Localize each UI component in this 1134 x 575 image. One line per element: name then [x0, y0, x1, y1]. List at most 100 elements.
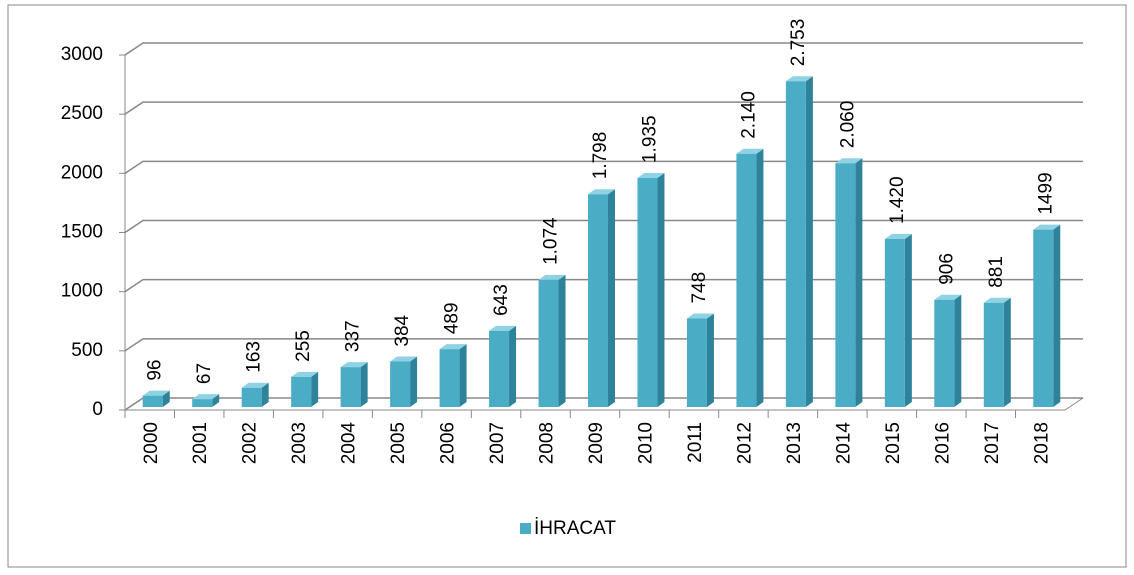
bar-top — [489, 325, 517, 331]
x-tick-label: 2017 — [982, 422, 1003, 464]
bar-side — [509, 325, 517, 407]
bar-side — [410, 356, 418, 407]
bar — [983, 297, 1011, 407]
grid-line — [124, 219, 1083, 234]
bar-top — [340, 362, 368, 368]
value-label: 2.140 — [738, 91, 759, 139]
bar-front — [489, 330, 510, 407]
value-label: 96 — [145, 359, 166, 380]
bar-front — [736, 153, 757, 407]
bar-top — [884, 233, 912, 239]
bar-side — [657, 173, 665, 407]
value-label: 2.753 — [788, 19, 809, 67]
legend-swatch — [520, 523, 531, 534]
bar-front — [538, 279, 559, 407]
bar-top — [934, 294, 962, 300]
grid-line — [124, 42, 1083, 56]
bar-top — [835, 158, 863, 164]
value-label: 643 — [491, 284, 512, 316]
bar-front — [785, 81, 806, 407]
bar — [884, 233, 912, 407]
bar-side — [1053, 224, 1061, 407]
y-tick-label: 0 — [92, 399, 103, 420]
bar-side — [1003, 297, 1011, 407]
bar-front — [983, 302, 1004, 407]
bar-top — [291, 371, 319, 377]
x-tick-label: 2015 — [883, 422, 904, 464]
grid-line — [124, 278, 1083, 293]
bar-front — [142, 395, 163, 407]
chart-border — [7, 4, 1127, 568]
y-tick-label: 3000 — [61, 44, 103, 65]
legend-label: İHRACAT — [534, 518, 616, 539]
bar-top — [588, 189, 615, 195]
bar-top — [736, 148, 764, 154]
x-tick-label: 2016 — [932, 422, 953, 464]
bar-side — [706, 313, 714, 407]
x-tick-label: 2013 — [784, 422, 805, 464]
x-tick-label: 2012 — [734, 422, 755, 464]
bar — [934, 294, 962, 407]
value-label: 255 — [293, 330, 314, 362]
bar — [291, 371, 319, 407]
bar-front — [1033, 229, 1054, 407]
bar-front — [291, 376, 312, 407]
y-tick-label: 1500 — [61, 222, 103, 243]
x-tick-label: 2003 — [289, 422, 310, 464]
bar-front — [192, 399, 213, 407]
value-label: 881 — [986, 256, 1007, 288]
bar-top — [439, 344, 467, 350]
bar-top — [983, 297, 1011, 303]
bar-front — [637, 178, 658, 407]
bar-top — [142, 390, 170, 396]
bar — [785, 76, 813, 407]
bar — [588, 189, 615, 407]
bar — [686, 313, 714, 407]
value-label: 67 — [194, 363, 215, 384]
bar-side — [311, 371, 319, 407]
value-label: 2.060 — [837, 101, 858, 149]
bar-side — [954, 294, 962, 407]
bar-top — [686, 313, 714, 319]
bar-side — [855, 158, 863, 407]
bar-front — [686, 318, 707, 407]
x-tick-label: 2002 — [240, 422, 261, 464]
bar — [489, 325, 517, 407]
value-label: 337 — [343, 320, 364, 352]
bar-top — [538, 274, 566, 280]
x-tick-label: 2009 — [586, 422, 607, 464]
bar-side — [756, 148, 764, 407]
x-tick-label: 2004 — [339, 422, 360, 465]
bar-front — [934, 299, 955, 407]
value-label: 748 — [689, 272, 710, 304]
grid-line — [124, 160, 1083, 174]
bar-side — [608, 189, 615, 407]
value-label: 489 — [442, 302, 463, 334]
bar — [439, 344, 467, 407]
bar — [1033, 224, 1061, 407]
bar — [390, 356, 418, 407]
y-tick-label: 2000 — [61, 162, 103, 183]
grid-line — [124, 338, 1083, 352]
bar-side — [805, 76, 813, 407]
bar-top — [241, 382, 269, 388]
bar — [192, 394, 220, 407]
bar — [835, 158, 863, 407]
value-label: 1.420 — [887, 176, 908, 224]
x-tick-label: 2001 — [190, 422, 211, 464]
value-label: 906 — [936, 253, 957, 285]
floor — [125, 397, 1084, 411]
value-label: 1.074 — [541, 217, 562, 265]
bar-top — [637, 173, 665, 179]
bar-side — [558, 274, 566, 407]
x-tick-label: 2010 — [635, 422, 656, 464]
x-tick-label: 2008 — [537, 422, 558, 464]
x-tick-label: 2018 — [1031, 422, 1052, 464]
bar-side — [360, 362, 368, 407]
bar-top — [192, 394, 220, 400]
y-tick-label: 500 — [71, 340, 103, 361]
value-label: 1.798 — [590, 132, 611, 180]
bar-front — [241, 387, 262, 407]
y-tick-label: 2500 — [61, 103, 103, 124]
